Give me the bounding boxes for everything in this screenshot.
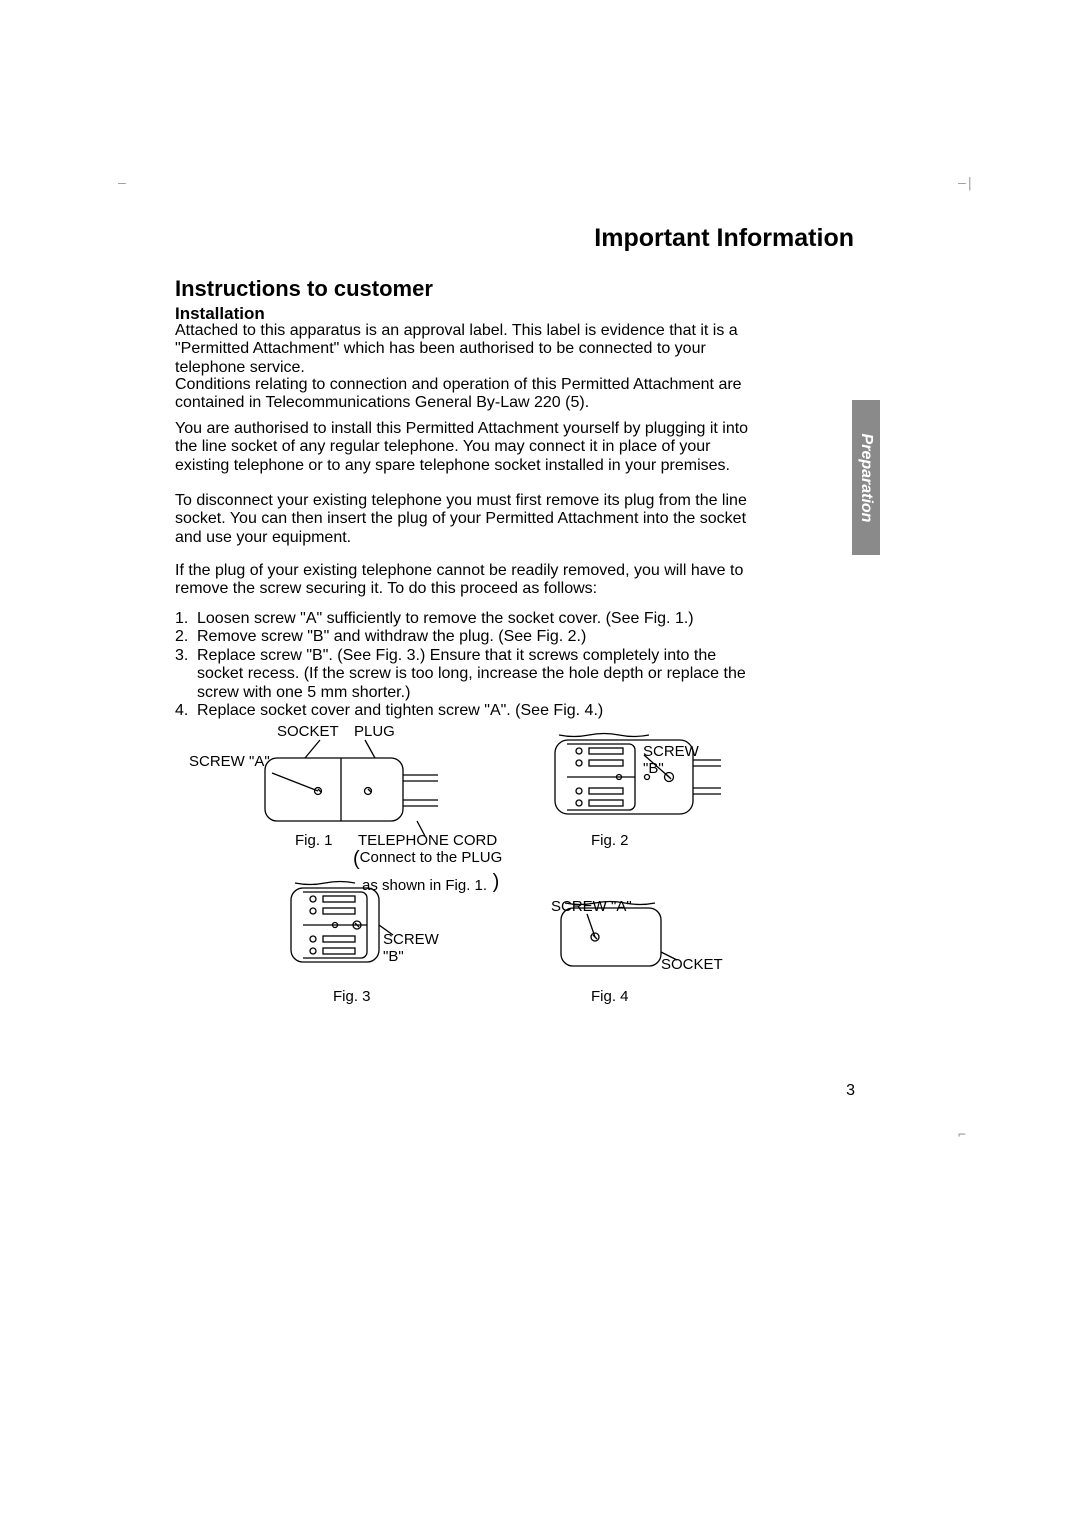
figure-2-icon — [549, 730, 749, 830]
label-telephone-cord: TELEPHONE CORD — [358, 832, 497, 849]
figure-3-icon — [285, 880, 425, 980]
page-title: Important Information — [594, 224, 854, 253]
paragraph-2: Conditions relating to connection and op… — [175, 376, 753, 413]
paragraph-4: To disconnect your existing telephone yo… — [175, 492, 763, 547]
crop-mark-tl: — — [118, 176, 126, 191]
crop-mark-tr: —| — [958, 176, 974, 191]
label-fig3: Fig. 3 — [333, 988, 371, 1005]
label-screw-b-fig3: SCREW"B" — [383, 932, 439, 965]
paragraph-1: Attached to this apparatus is an approva… — [175, 322, 753, 377]
list-item: 2.Remove screw "B" and withdraw the plug… — [175, 628, 765, 646]
document-page: — —| ⌐ Important Information Instruction… — [0, 0, 1080, 1528]
label-socket-fig4: SOCKET — [661, 956, 723, 973]
label-fig4: Fig. 4 — [591, 988, 629, 1005]
paragraph-5: If the plug of your existing telephone c… — [175, 562, 753, 599]
list-item: 4.Replace socket cover and tighten screw… — [175, 702, 765, 720]
list-item: 3.Replace screw "B". (See Fig. 3.) Ensur… — [175, 647, 765, 702]
section-title: Instructions to customer — [175, 276, 433, 302]
figures-area: SOCKET PLUG SCREW "A" Fig. 1 TELEPHO — [175, 720, 765, 1010]
list-item: 1.Loosen screw "A" sufficiently to remov… — [175, 610, 765, 628]
page-number: 3 — [846, 1082, 855, 1100]
label-fig1: Fig. 1 — [295, 832, 333, 849]
label-fig2: Fig. 2 — [591, 832, 629, 849]
section-heading: Installation — [175, 304, 265, 324]
section-tab-label: Preparation — [857, 433, 875, 522]
paragraph-3: You are authorised to install this Permi… — [175, 420, 753, 475]
section-tab-preparation: Preparation — [852, 400, 880, 555]
ordered-list: 1.Loosen screw "A" sufficiently to remov… — [175, 610, 765, 720]
figure-1-icon — [205, 738, 475, 838]
crop-mark-br: ⌐ — [958, 1128, 966, 1143]
